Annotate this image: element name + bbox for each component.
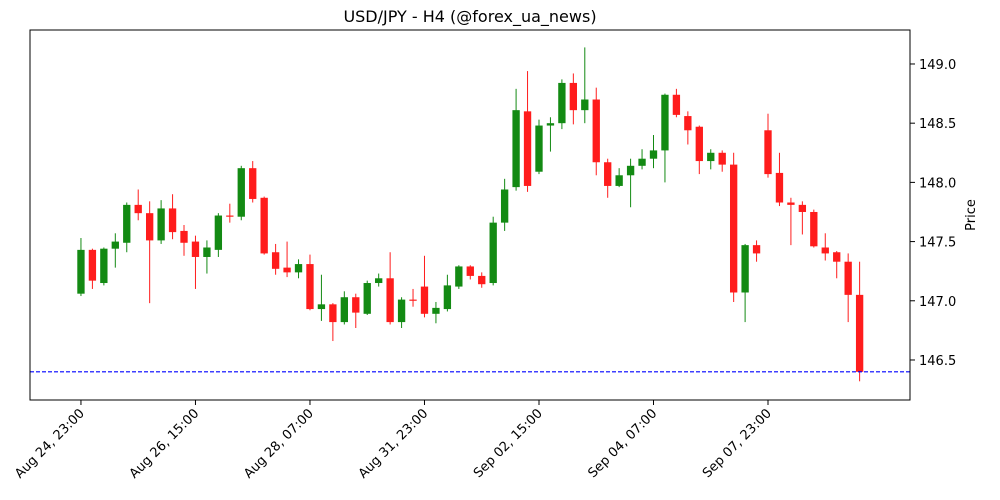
candle-body [604, 162, 612, 186]
y-tick-label: 147.0 [919, 295, 956, 310]
candle-body [546, 123, 555, 126]
candle-body [77, 249, 85, 294]
candle-body [455, 266, 463, 287]
x-tick-label: Sep 02, 15:00 [471, 406, 546, 481]
candle-body [535, 125, 543, 172]
chart-title: USD/JPY - H4 (@forex_ua_news) [343, 7, 596, 27]
candle-body [707, 152, 715, 162]
x-tick-label: Sep 07, 23:00 [700, 406, 775, 481]
candle-body [363, 283, 371, 314]
y-tick-label: 149.0 [919, 58, 956, 73]
candle-body [592, 99, 600, 163]
candle-body [180, 230, 188, 243]
candle-body [729, 164, 738, 293]
x-tick-label: Aug 26, 15:00 [127, 406, 203, 482]
candle-body [88, 249, 97, 281]
candle-body [775, 172, 784, 203]
candle-body [523, 111, 532, 186]
candle-body [157, 208, 165, 241]
candle-body [168, 208, 177, 233]
y-axis-label: Price [964, 199, 979, 231]
candle-body [798, 204, 807, 212]
candle-body [684, 116, 692, 131]
candle-body [375, 278, 383, 284]
candle-body [558, 82, 566, 124]
candle-body [283, 267, 291, 273]
candle-body [191, 241, 200, 257]
candle-body [821, 247, 829, 254]
y-tick-label: 146.5 [919, 354, 956, 369]
candle-body [661, 94, 669, 151]
candle-body [317, 304, 326, 310]
candle-body [478, 275, 486, 285]
candle-body [340, 297, 348, 323]
candle-body [512, 110, 520, 188]
plot-frame [29, 29, 911, 401]
y-tick-label: 148.5 [919, 117, 956, 132]
y-tick-label: 148.0 [919, 176, 956, 191]
x-tick-label: Sep 04, 07:00 [585, 406, 660, 481]
candle-body [294, 264, 303, 273]
candle-body [638, 158, 646, 166]
candle-body [752, 245, 761, 254]
y-tick-label: 147.5 [919, 236, 956, 251]
candle-body [145, 213, 154, 241]
candle-body [352, 297, 360, 313]
candle-body [214, 215, 223, 250]
candle-body [203, 247, 211, 257]
candle-body [226, 215, 234, 217]
candle-body [672, 94, 681, 115]
candle-body [581, 99, 589, 111]
candle-body [443, 285, 452, 310]
candle-body [695, 126, 703, 162]
candle-body [855, 294, 864, 372]
candle-body [329, 304, 337, 323]
x-tick-label: Aug 31, 23:00 [356, 406, 432, 482]
candle-body [134, 204, 142, 214]
candle-body [306, 264, 314, 310]
candle-body [569, 82, 578, 111]
candle-body [466, 266, 474, 276]
candle-body [787, 202, 795, 205]
candle-body [260, 197, 268, 254]
candle-body [386, 278, 394, 323]
candle-body [249, 168, 257, 199]
candle-body [237, 168, 245, 217]
x-tick-label: Aug 24, 23:00 [12, 406, 88, 482]
candle-body [615, 175, 623, 186]
candle-body [833, 252, 841, 262]
candle-body [271, 252, 280, 269]
candle-body [123, 204, 131, 243]
candle-body [111, 241, 119, 249]
candle-body [764, 130, 772, 175]
candle-body [409, 299, 417, 301]
candle-body [810, 211, 818, 247]
candle-body [489, 222, 497, 284]
candle-body [626, 165, 635, 176]
candle-body [844, 261, 852, 295]
x-tick-label: Aug 28, 07:00 [241, 406, 317, 482]
candle-body [718, 152, 726, 165]
candle-body [420, 286, 429, 314]
candle-body [432, 307, 440, 314]
candle-body [649, 150, 658, 159]
candle-body [741, 245, 749, 293]
candle-body [397, 299, 406, 323]
candle-body [100, 248, 108, 284]
candle-body [500, 189, 509, 223]
